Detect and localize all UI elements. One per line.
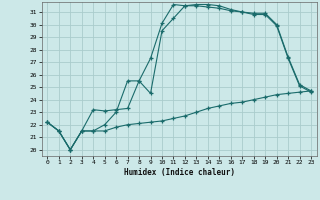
X-axis label: Humidex (Indice chaleur): Humidex (Indice chaleur): [124, 168, 235, 177]
